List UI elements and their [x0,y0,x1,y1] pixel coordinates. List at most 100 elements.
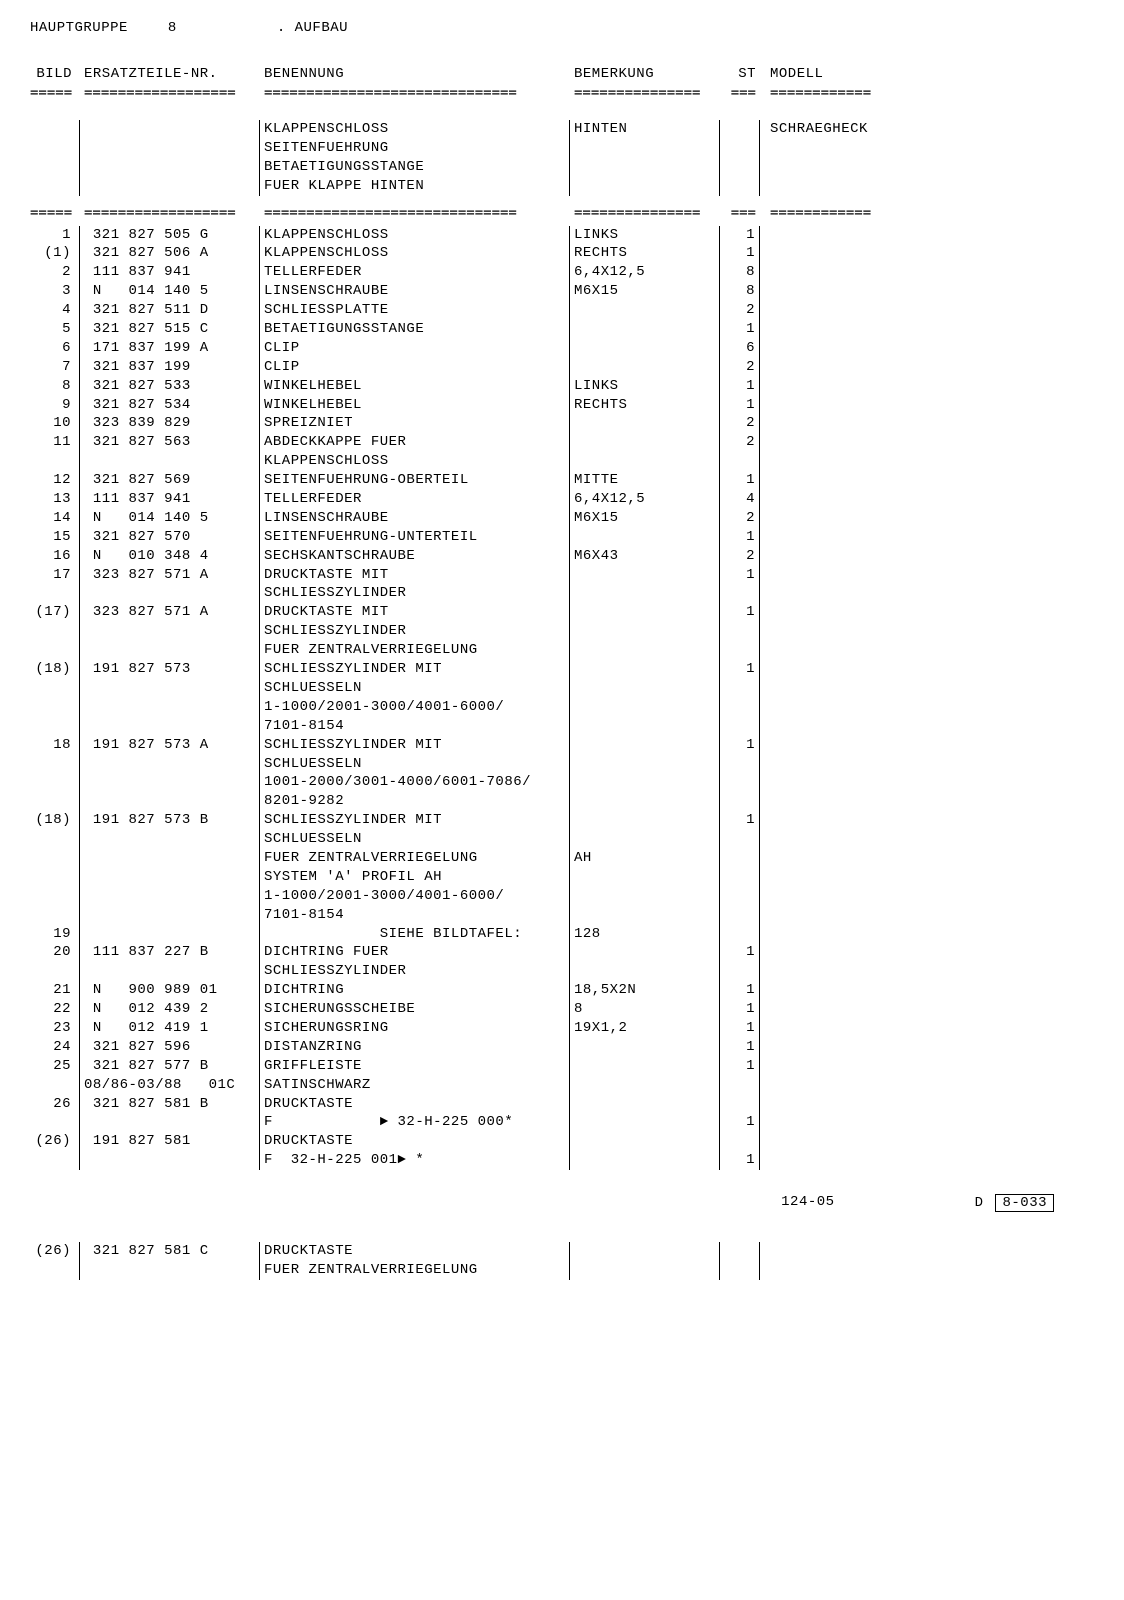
cell-bild: 17 [30,566,80,585]
cell-bemerk [570,962,720,981]
cell-benen: SICHERUNGSRING [260,1019,570,1038]
cell-st [720,887,760,906]
cell-benen: WINKELHEBEL [260,396,570,415]
table-row: 18 191 827 573 ASCHLIESSZYLINDER MIT1 [30,736,1094,755]
cell-benen: SCHLIESSZYLINDER [260,584,570,603]
cell-modell [760,906,900,925]
cell-benen: SEITENFUEHRUNG [260,139,570,158]
cell-modell: SCHRAEGHECK [760,120,900,139]
cell-modell [760,717,900,736]
cell-bild: 4 [30,301,80,320]
cell-modell [760,490,900,509]
cell-ersatz [80,120,260,139]
cell-bild [30,962,80,981]
cell-bild: (17) [30,603,80,622]
cell-st: 1 [720,660,760,679]
cell-ersatz [80,1113,260,1132]
cell-ersatz: 171 837 199 A [80,339,260,358]
cell-st [720,1242,760,1261]
cell-st [720,755,760,774]
cell-ersatz: 321 827 515 C [80,320,260,339]
cell-benen: 7101-8154 [260,906,570,925]
cell-benen: SATINSCHWARZ [260,1076,570,1095]
table-row: 5 321 827 515 CBETAETIGUNGSSTANGE1 [30,320,1094,339]
cell-benen: SEITENFUEHRUNG-OBERTEIL [260,471,570,490]
cell-modell [760,547,900,566]
cell-benen: FUER ZENTRALVERRIEGELUNG [260,1261,570,1280]
footer-pagecode: 124-05 [781,1194,834,1212]
cell-bild [30,1151,80,1170]
cell-bild: (1) [30,244,80,263]
cell-bemerk [570,943,720,962]
cell-st: 6 [720,339,760,358]
page-footer: 124-05 D 8-033 [30,1194,1094,1212]
cell-bild [30,698,80,717]
cell-bild: 10 [30,414,80,433]
cell-bemerk: 8 [570,1000,720,1019]
cell-bemerk [570,698,720,717]
header-ersatz: ERSATZTEILE-NR. [80,66,260,82]
cell-benen: DICHTRING [260,981,570,1000]
table-row: 26 321 827 581 BDRUCKTASTE [30,1095,1094,1114]
cell-st: 1 [720,603,760,622]
cell-benen: KLAPPENSCHLOSS [260,226,570,245]
cell-benen: DRUCKTASTE [260,1242,570,1261]
cell-bemerk [570,1095,720,1114]
cell-bild [30,755,80,774]
table-row: 9 321 827 534WINKELHEBELRECHTS1 [30,396,1094,415]
table-row: 10 323 839 829SPREIZNIET2 [30,414,1094,433]
cell-modell [760,1132,900,1151]
cell-benen: ABDECKKAPPE FUER [260,433,570,452]
cell-modell [760,698,900,717]
table-row: 8 321 827 533WINKELHEBELLINKS1 [30,377,1094,396]
cell-ersatz: 321 827 577 B [80,1057,260,1076]
cell-st: 1 [720,1019,760,1038]
cell-modell [760,566,900,585]
cell-st [720,120,760,139]
table-row: SCHLUESSELN [30,830,1094,849]
cell-modell [760,433,900,452]
header-bild: BILD [30,66,80,82]
column-headers: BILD ERSATZTEILE-NR. BENENNUNG BEMERKUNG… [30,66,1094,82]
cell-ersatz: 323 827 571 A [80,603,260,622]
aufbau-label: . AUFBAU [277,20,348,36]
hauptgruppe-label: HAUPTGRUPPE [30,20,128,36]
cell-st: 1 [720,1000,760,1019]
table-row: SCHLIESSZYLINDER [30,622,1094,641]
cell-st [720,830,760,849]
cell-benen: SCHLUESSELN [260,755,570,774]
table-row: KLAPPENSCHLOSS [30,452,1094,471]
cell-modell [760,320,900,339]
table-row: (18) 191 827 573SCHLIESSZYLINDER MIT1 [30,660,1094,679]
cell-bemerk [570,1038,720,1057]
table-row: 4 321 827 511 DSCHLIESSPLATTE2 [30,301,1094,320]
cell-bemerk: RECHTS [570,396,720,415]
cell-bild [30,584,80,603]
cell-modell [760,811,900,830]
cell-ersatz [80,452,260,471]
table-row: F ► 32-H-225 000*1 [30,1113,1094,1132]
cell-st: 4 [720,490,760,509]
cell-st [720,792,760,811]
cell-st: 1 [720,528,760,547]
cell-modell [760,282,900,301]
cell-bemerk [570,736,720,755]
cell-benen: BETAETIGUNGSSTANGE [260,158,570,177]
cell-bemerk: M6X15 [570,509,720,528]
table-row: 7101-8154 [30,906,1094,925]
cell-bemerk [570,622,720,641]
table-row: 2 111 837 941TELLERFEDER6,4X12,58 [30,263,1094,282]
cell-bild: (26) [30,1242,80,1261]
cell-bild [30,679,80,698]
cell-bild [30,641,80,660]
table-row: 15 321 827 570SEITENFUEHRUNG-UNTERTEIL1 [30,528,1094,547]
cell-benen: SECHSKANTSCHRAUBE [260,547,570,566]
cell-bemerk: LINKS [570,377,720,396]
cell-st [720,1095,760,1114]
cell-bild: (26) [30,1132,80,1151]
cell-bemerk [570,566,720,585]
table-row: 6 171 837 199 ACLIP6 [30,339,1094,358]
cell-ersatz: 321 827 581 B [80,1095,260,1114]
cell-st: 1 [720,377,760,396]
overflow-block: (26) 321 827 581 CDRUCKTASTEFUER ZENTRAL… [30,1242,1094,1280]
